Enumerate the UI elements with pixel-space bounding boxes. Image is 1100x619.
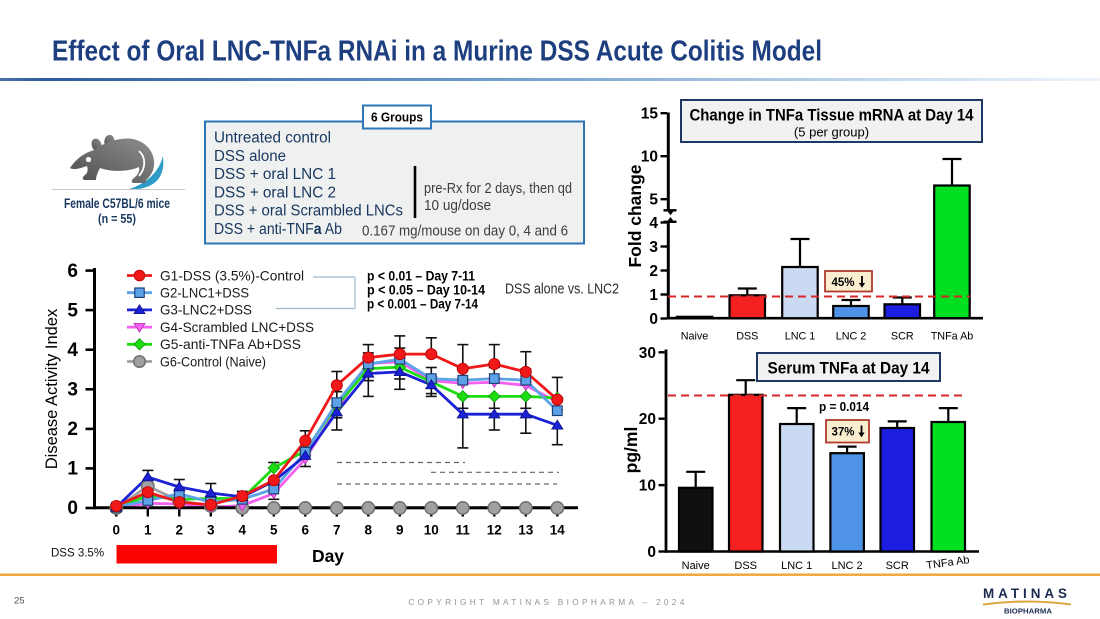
svg-text:15: 15 <box>641 106 659 123</box>
svg-text:G1-DSS (3.5%)-Control: G1-DSS (3.5%)-Control <box>160 268 304 283</box>
svg-text:Day: Day <box>312 546 344 566</box>
svg-text:pg/ml: pg/ml <box>621 427 641 474</box>
svg-text:DSS: DSS <box>736 331 758 343</box>
svg-text:TNFa Ab: TNFa Ab <box>926 554 971 572</box>
svg-text:Change in TNFa Tissue mRNA at: Change in TNFa Tissue mRNA at Day 14 <box>690 107 975 125</box>
svg-text:LNC 2: LNC 2 <box>836 331 867 343</box>
svg-text:COPYRIGHT MATINAS BIOPHARMA –: COPYRIGHT MATINAS BIOPHARMA – 2024 <box>408 597 687 607</box>
svg-text:45%: 45% <box>831 277 854 289</box>
svg-text:12: 12 <box>487 523 502 538</box>
svg-text:10: 10 <box>641 149 658 166</box>
svg-text:(5 per group): (5 per group) <box>794 125 869 140</box>
svg-text:G5-anti-TNFa Ab+DSS: G5-anti-TNFa Ab+DSS <box>160 337 301 352</box>
svg-text:4: 4 <box>239 523 247 538</box>
svg-text:p < 0.01 – Day 7-11: p < 0.01 – Day 7-11 <box>367 269 475 284</box>
svg-text:G2-LNC1+DSS: G2-LNC1+DSS <box>160 286 249 301</box>
svg-text:10: 10 <box>424 523 439 538</box>
svg-text:6 Groups: 6 Groups <box>371 110 423 125</box>
svg-text:9: 9 <box>396 523 404 538</box>
svg-text:p = 0.014: p = 0.014 <box>819 399 870 414</box>
svg-text:DSS + oral Scrambled LNCs: DSS + oral Scrambled LNCs <box>214 203 403 220</box>
svg-text:2: 2 <box>176 523 184 538</box>
svg-text:DSS alone vs. LNC2: DSS alone vs. LNC2 <box>505 281 619 298</box>
svg-text:LNC 2: LNC 2 <box>832 560 863 572</box>
svg-text:Serum TNFa at Day 14: Serum TNFa at Day 14 <box>768 360 931 378</box>
svg-text:p < 0.05 – Day 10-14: p < 0.05 – Day 10-14 <box>367 283 485 298</box>
svg-text:3: 3 <box>67 380 78 401</box>
svg-text:MATINAS: MATINAS <box>983 586 1071 601</box>
svg-text:Female C57BL/6 mice: Female C57BL/6 mice <box>64 195 170 211</box>
svg-text:1: 1 <box>144 523 152 538</box>
svg-text:7: 7 <box>333 523 341 538</box>
svg-text:0: 0 <box>67 498 78 519</box>
svg-text:G3-LNC2+DSS: G3-LNC2+DSS <box>160 303 252 318</box>
svg-text:Fold change: Fold change <box>625 164 645 267</box>
svg-text:DSS alone: DSS alone <box>214 148 286 165</box>
svg-text:1: 1 <box>649 287 658 304</box>
svg-text:3: 3 <box>649 239 658 256</box>
svg-text:4: 4 <box>67 340 78 361</box>
svg-text:0: 0 <box>647 544 656 561</box>
svg-text:Disease Activity Index: Disease Activity Index <box>43 308 61 469</box>
svg-text:SCR: SCR <box>886 560 909 572</box>
svg-text:DSS + anti-TNFa Ab: DSS + anti-TNFa Ab <box>214 221 342 238</box>
svg-text:0.167 mg/mouse on day 0, 4 and: 0.167 mg/mouse on day 0, 4 and 6 <box>362 224 568 240</box>
svg-text:BIOPHARMA: BIOPHARMA <box>1004 607 1053 616</box>
svg-text:5: 5 <box>67 300 78 321</box>
svg-text:0: 0 <box>113 523 121 538</box>
svg-text:8: 8 <box>365 523 373 538</box>
svg-text:Naive: Naive <box>682 560 710 572</box>
svg-text:6: 6 <box>67 261 78 282</box>
svg-text:4: 4 <box>649 215 658 232</box>
svg-text:2: 2 <box>67 419 78 440</box>
svg-text:14: 14 <box>550 523 566 538</box>
svg-text:DSS 3.5%: DSS 3.5% <box>51 548 104 560</box>
svg-text:25: 25 <box>14 596 25 607</box>
svg-text:DSS: DSS <box>734 560 757 572</box>
svg-text:Effect of Oral LNC-TNFa RNAi i: Effect of Oral LNC-TNFa RNAi in a Murine… <box>52 36 822 68</box>
svg-text:3: 3 <box>207 523 215 538</box>
svg-text:DSS + oral LNC 2: DSS + oral LNC 2 <box>214 184 336 201</box>
svg-text:G6-Control (Naive): G6-Control (Naive) <box>160 354 266 369</box>
svg-text:20: 20 <box>639 411 656 428</box>
svg-text:pre-Rx for 2 days, then qd: pre-Rx for 2 days, then qd <box>424 181 572 197</box>
svg-text:0: 0 <box>649 311 658 328</box>
svg-text:10: 10 <box>639 478 656 495</box>
svg-text:30: 30 <box>639 345 656 362</box>
svg-text:2: 2 <box>649 263 658 280</box>
svg-text:Naive: Naive <box>681 331 709 343</box>
svg-text:13: 13 <box>518 523 534 538</box>
svg-text:5: 5 <box>649 192 658 209</box>
svg-text:TNFa Ab: TNFa Ab <box>931 331 974 343</box>
svg-text:11: 11 <box>456 523 471 538</box>
svg-text:DSS + oral LNC 1: DSS + oral LNC 1 <box>214 166 336 183</box>
svg-text:1: 1 <box>67 459 78 480</box>
svg-text:G4-Scrambled LNC+DSS: G4-Scrambled LNC+DSS <box>160 320 314 335</box>
svg-text:37%: 37% <box>831 427 854 439</box>
svg-text:6: 6 <box>302 523 310 538</box>
svg-text:5: 5 <box>270 523 278 538</box>
svg-text:p < 0.001 – Day 7-14: p < 0.001 – Day 7-14 <box>367 297 478 312</box>
svg-text:LNC 1: LNC 1 <box>785 331 816 343</box>
svg-text:10 ug/dose: 10 ug/dose <box>424 198 491 214</box>
svg-text:SCR: SCR <box>891 331 914 343</box>
svg-text:Untreated control: Untreated control <box>214 130 331 147</box>
svg-text:(n = 55): (n = 55) <box>98 211 136 226</box>
svg-text:LNC 1: LNC 1 <box>781 560 812 572</box>
